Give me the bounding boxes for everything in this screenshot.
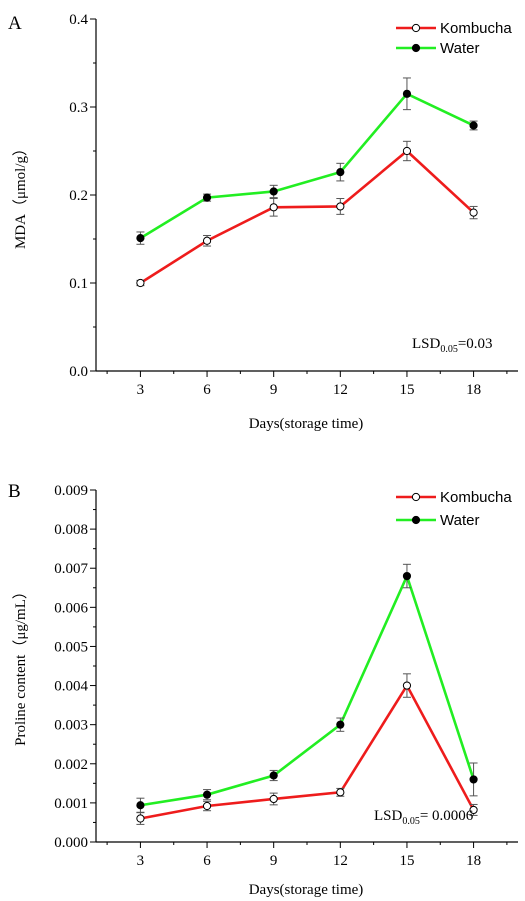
panel-b-y-tick-label: 0.001 (54, 796, 88, 812)
panel-a-data-point-kombucha (402, 146, 412, 156)
panel-a-data-point-water (402, 89, 412, 98)
panel-a-legend-marker-water (411, 43, 421, 53)
panel-a-x-tick-label: 18 (466, 382, 481, 398)
panel-b-data-point-water (336, 720, 345, 729)
panel-b-data-point-water (402, 571, 412, 581)
panel-b-y-tick-label: 0.000 (54, 835, 88, 851)
panel-a-y-tick-label: 0.1 (69, 276, 88, 292)
panel-b-data-point-water (202, 790, 212, 799)
panel-a-lsd-annotation: LSD0.05=0.03 (412, 336, 493, 355)
panel-a-data-point-kombucha (136, 278, 145, 288)
panel-b: B 0.0000.0010.0020.0030.0040.0050.0060.0… (8, 481, 518, 898)
panel-a-x-tick-label: 3 (137, 382, 145, 398)
panel-b-x-tick-label: 6 (203, 853, 211, 869)
panel-a-xlabel: Days(storage time) (249, 416, 364, 432)
panel-b-y-tick-label: 0.009 (54, 483, 88, 499)
panel-b-data-point-water (136, 801, 145, 810)
panel-b-data-point-kombucha (136, 814, 145, 823)
panel-a-legend-marker-kombucha (411, 23, 421, 33)
panel-a-data-point-water (136, 234, 145, 243)
panel-a-y-tick-label: 0.4 (69, 12, 88, 28)
panel-b-lsd-annotation: LSD0.05= 0.0006 (374, 808, 474, 827)
panel-a-data-point-kombucha (202, 236, 212, 245)
panel-b-data-point-water (469, 775, 478, 784)
panel-b-x-tick-label: 12 (333, 853, 348, 869)
panel-b-legend-marker-water (411, 515, 421, 525)
panel-a-y-tick-label: 0.0 (69, 364, 88, 380)
panel-b-y-tick-label: 0.006 (54, 600, 88, 616)
panel-b-x-tick-label: 18 (466, 853, 481, 869)
panel-b-data-point-kombucha (269, 794, 278, 804)
panel-b-x-tick-label: 9 (270, 853, 278, 869)
panel-b-plot: 0.000 0.001 0.002 0.003 0.004 0.005 0.006 0.007… (54, 483, 518, 869)
panel-a-data-point-water (269, 187, 278, 196)
panel-a-data-point-kombucha (469, 208, 478, 217)
panel-b-legend-marker-kombucha (411, 492, 421, 502)
panel-a-ylabel: MDA（μmol/g） (12, 141, 29, 249)
panel-b-x-tick-label: 15 (399, 853, 414, 869)
panel-b-series-line-kombucha (140, 682, 475, 820)
panel-a-x-tick-label: 6 (203, 382, 211, 398)
panel-b-data-point-kombucha (469, 805, 478, 815)
panel-a-x-tick-label: 12 (333, 382, 348, 398)
panel-a-y-tick-label: 0.3 (69, 100, 88, 116)
panel-b-data-point-kombucha (402, 681, 412, 690)
panel-a-series-line-kombucha (139, 149, 475, 285)
panel-b-ylabel: Proline content（μg/mL） (12, 584, 29, 746)
panel-a-x-tick-label: 15 (399, 382, 414, 398)
panel-a-y-tick-label: 0.2 (69, 188, 88, 204)
panel-b-xlabel: Days(storage time) (249, 882, 364, 898)
panel-a-plot: 0.0 0.1 0.2 0.3 0.4 3 6 9 12 15 18 Kombucha Water LSD… (69, 12, 518, 398)
panel-b-y-tick-label: 0.005 (54, 639, 88, 655)
panel-a-data-point-kombucha (269, 203, 278, 212)
panel-b-y-tick-label: 0.008 (54, 522, 88, 538)
panel-b-letter: B (8, 481, 21, 502)
panel-b-legend-label-water: Water (440, 512, 479, 529)
panel-a-legend-label-kombucha: Kombucha (440, 20, 512, 37)
panel-b-legend-label-kombucha: Kombucha (440, 489, 512, 506)
panel-b-data-point-kombucha (336, 788, 345, 797)
panel-a-legend-label-water: Water (440, 40, 479, 57)
panel-a-data-point-water (469, 121, 478, 130)
panel-b-data-point-kombucha (202, 801, 212, 811)
panel-a: A 0.0 0.1 0.2 0.3 0.4 3 6 9 12 15 18 Kombucha Water L… (8, 12, 518, 432)
panel-a-data-point-water (202, 193, 212, 202)
panel-a-data-point-water (336, 168, 345, 177)
panel-b-y-tick-label: 0.007 (54, 561, 88, 577)
panel-a-data-point-kombucha (336, 202, 345, 211)
panel-b-y-tick-label: 0.002 (54, 757, 88, 773)
panel-a-letter: A (8, 13, 22, 34)
panel-a-x-tick-label: 9 (270, 382, 278, 398)
panel-b-series-line-water (140, 572, 475, 807)
panel-b-y-tick-label: 0.003 (54, 718, 88, 734)
panel-b-y-tick-label: 0.004 (54, 679, 88, 695)
panel-b-data-point-water (269, 771, 278, 780)
panel-a-series-line-water (139, 92, 475, 240)
panel-b-x-tick-label: 3 (137, 853, 145, 869)
